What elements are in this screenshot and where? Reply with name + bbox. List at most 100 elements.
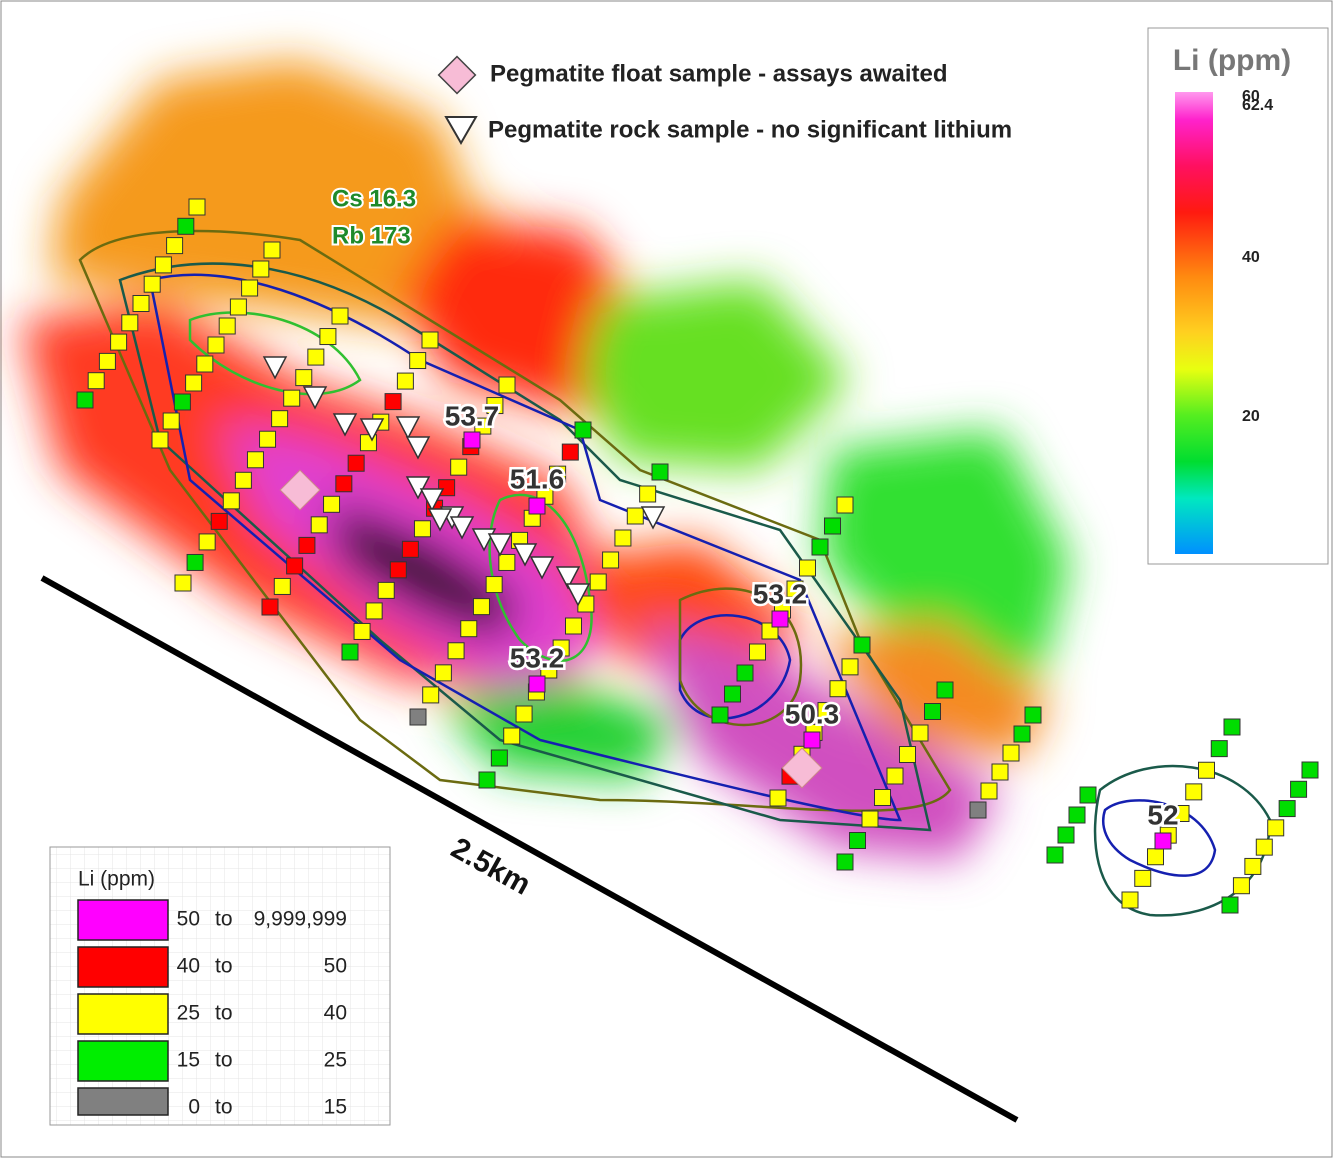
sample — [87, 372, 105, 390]
sample — [154, 256, 172, 274]
rock-sample — [512, 543, 538, 567]
rock-sample — [332, 413, 358, 437]
sample — [347, 454, 365, 472]
class-swatch — [77, 899, 169, 941]
colorbar-tick: 40 — [1242, 249, 1260, 266]
sample — [263, 241, 281, 259]
sample — [185, 374, 203, 392]
sample — [886, 767, 904, 785]
sample — [166, 237, 184, 255]
sample — [490, 749, 508, 767]
sample — [335, 475, 353, 493]
sample — [196, 355, 214, 373]
sample — [861, 810, 879, 828]
class-from: 40 — [177, 955, 200, 978]
sample — [1002, 744, 1020, 762]
rock-symbol — [444, 116, 478, 146]
sample — [229, 298, 247, 316]
sample — [829, 680, 847, 698]
class-swatch — [77, 1040, 169, 1082]
sample — [110, 333, 128, 351]
scale-bar — [40, 575, 1019, 1123]
sample — [259, 430, 277, 448]
sample — [246, 451, 264, 469]
class-to: 15 — [324, 1096, 347, 1119]
sample — [174, 574, 192, 592]
sample — [143, 275, 161, 293]
sample — [786, 580, 804, 598]
rock-sample — [395, 416, 421, 440]
sample — [377, 581, 395, 599]
rock-sample — [302, 386, 328, 410]
sample — [310, 516, 328, 534]
sample — [76, 391, 94, 409]
sample — [911, 724, 929, 742]
sample — [1154, 832, 1172, 850]
sample — [1244, 857, 1262, 875]
sample — [409, 708, 427, 726]
sample — [799, 559, 816, 577]
rock-sample — [449, 516, 475, 540]
sample — [447, 642, 465, 660]
sample — [936, 681, 954, 699]
sample — [771, 610, 789, 628]
sample-label: 52 — [1147, 799, 1178, 830]
sample — [503, 727, 521, 745]
sample — [173, 393, 191, 411]
sample — [711, 706, 729, 724]
sample — [273, 577, 291, 595]
class-sep: to — [215, 908, 233, 931]
class-from: 50 — [177, 908, 200, 931]
sample — [824, 517, 841, 535]
sample — [924, 703, 941, 720]
sample — [561, 443, 579, 461]
sample — [1278, 800, 1296, 818]
sample — [401, 540, 419, 558]
sample — [210, 512, 228, 530]
sample — [486, 397, 504, 415]
rock-sample — [359, 418, 385, 442]
class-sep: to — [215, 1049, 233, 1072]
sample — [614, 529, 632, 547]
sample — [574, 421, 592, 439]
sample — [836, 853, 854, 871]
class-to: 50 — [324, 955, 347, 978]
sample — [421, 331, 439, 349]
samples: 53.7 51.6 53.2 53.2 50.3 52 — [76, 198, 1319, 914]
sample — [177, 217, 195, 235]
sample — [450, 458, 468, 476]
sample — [1267, 819, 1285, 837]
float-sample — [781, 747, 823, 789]
class-from: 25 — [177, 1002, 200, 1025]
sample — [222, 492, 240, 510]
sample-label: 53.7 — [445, 400, 500, 431]
sample — [283, 389, 301, 407]
sample — [528, 675, 546, 693]
sample-label: 53.2 — [510, 642, 565, 673]
sample — [413, 520, 431, 538]
rock-sample — [640, 506, 666, 530]
sample — [1134, 869, 1152, 887]
sample — [651, 463, 669, 481]
sample — [286, 557, 304, 575]
sample — [151, 431, 169, 449]
sample — [841, 658, 859, 676]
class-legend-title: Li (ppm) — [78, 868, 155, 891]
sample — [1057, 826, 1075, 844]
sample-label: 51.6 — [510, 463, 565, 494]
sample — [460, 620, 478, 638]
sample — [132, 295, 150, 312]
sample — [198, 533, 216, 551]
float-sample — [279, 469, 321, 511]
sample — [319, 328, 337, 346]
sample — [353, 622, 371, 640]
class-to: 25 — [324, 1049, 347, 1072]
sample — [478, 771, 496, 789]
annotation: Cs 16.3 — [332, 185, 416, 212]
sample — [565, 617, 582, 635]
legend-entry: Pegmatite rock sample - no significant l… — [488, 116, 1012, 143]
class-sep: to — [215, 1096, 233, 1119]
sample — [626, 507, 644, 525]
sample — [438, 479, 456, 497]
colorbar-title: Li (ppm) — [1173, 44, 1291, 77]
